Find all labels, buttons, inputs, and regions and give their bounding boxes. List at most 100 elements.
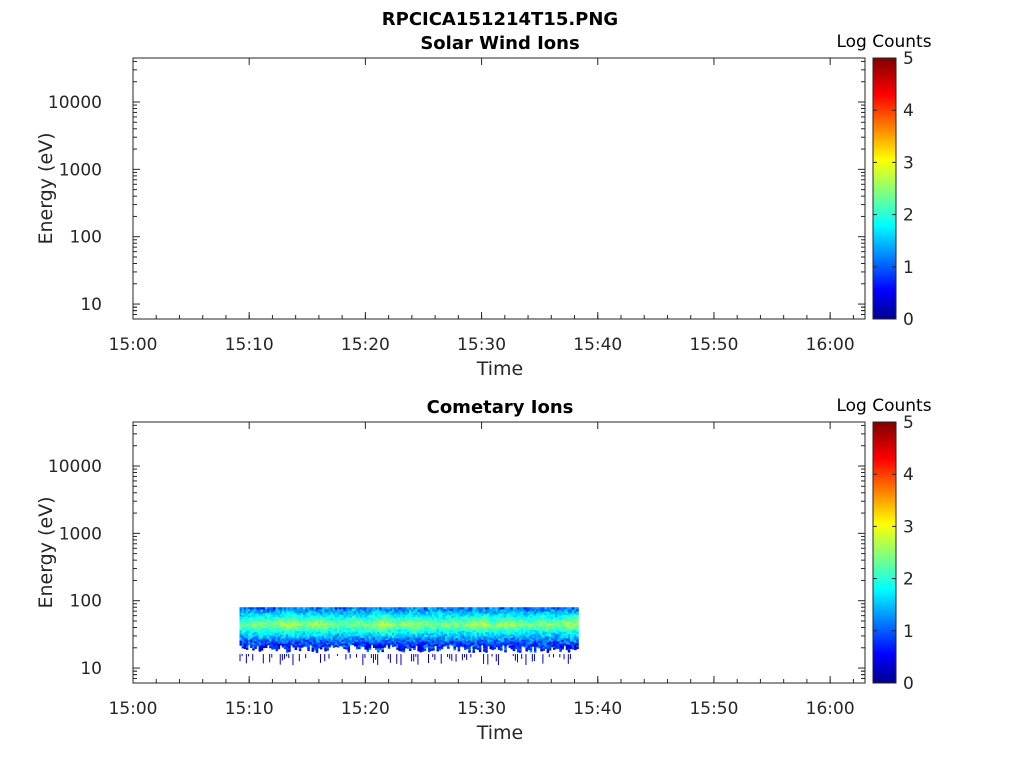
- spectrogram-cell: [478, 617, 482, 620]
- spectrogram-cell: [430, 630, 433, 634]
- spectrogram-cell: [267, 643, 270, 646]
- spectrogram-cell: [497, 645, 501, 649]
- spectrogram-cell: [379, 634, 382, 637]
- spectrogram-cell: [319, 635, 323, 639]
- spectrogram-cell: [305, 628, 308, 631]
- spectrogram-cell: [548, 630, 552, 633]
- spectrogram-cell: [322, 634, 325, 637]
- spectrogram-cell: [334, 610, 338, 613]
- spectrogram-cell: [563, 614, 567, 617]
- spectrogram-cell: [504, 607, 507, 610]
- spectrogram-cell: [480, 622, 484, 625]
- spectrogram-cell: [423, 636, 427, 640]
- spectrogram-cell: [453, 626, 456, 629]
- spectrogram-cell: [292, 643, 295, 646]
- spectrogram-cell: [341, 639, 344, 642]
- spectrogram-cell: [328, 621, 331, 624]
- spectrogram-cell: [502, 607, 505, 610]
- spectrogram-cell: [313, 648, 317, 651]
- spectrogram-cell: [544, 620, 548, 623]
- spectrogram-cell: [279, 612, 283, 615]
- spectrogram-cell: [370, 624, 374, 627]
- spectrogram-cell: [288, 609, 291, 612]
- spectrogram-cell: [345, 609, 348, 612]
- spectrogram-cell: [372, 623, 376, 626]
- spectrogram-cell: [421, 613, 425, 616]
- spectrogram-cell: [483, 621, 486, 624]
- spectrogram-cell: [360, 623, 363, 626]
- spectrogram-cell: [438, 648, 442, 651]
- spectrogram-cell: [502, 631, 505, 634]
- spectrogram-cell: [328, 612, 331, 615]
- spectrogram-cell: [470, 616, 473, 619]
- spectrogram-cell: [294, 641, 298, 645]
- spectrogram-cell: [343, 639, 346, 642]
- spectrogram-cell: [417, 639, 420, 642]
- spectrogram-cell: [510, 624, 514, 627]
- spectrogram-cell: [483, 649, 486, 652]
- spectrogram-cell: [315, 642, 319, 645]
- spectrogram-cell: [478, 627, 482, 630]
- spectrogram-cell: [428, 613, 431, 616]
- spectrogram-cell: [294, 607, 298, 610]
- spectrogram-cell: [381, 635, 384, 638]
- spectrogram-cell: [402, 645, 406, 649]
- spectrogram-cell: [281, 609, 285, 612]
- spectrogram-cell: [324, 649, 327, 652]
- spectrogram-cell: [546, 631, 550, 635]
- spectrogram-cell: [336, 632, 340, 635]
- spectrogram-cell: [294, 609, 298, 612]
- spectrogram-cell: [315, 623, 319, 627]
- spectrogram-cell: [417, 611, 420, 614]
- spectrogram-cell: [432, 648, 435, 651]
- spectrogram-cell: [476, 643, 480, 647]
- spectrogram-cell: [502, 636, 505, 639]
- spectrogram-cell: [540, 637, 543, 640]
- spectrogram-cell: [252, 615, 255, 618]
- spectrogram-cell: [576, 612, 579, 616]
- spectrogram-cell: [258, 623, 262, 626]
- spectrogram-cell: [288, 625, 291, 628]
- spectrogram-cell: [328, 645, 331, 648]
- spectrogram-cell: [464, 641, 467, 645]
- spectrogram-cell: [500, 636, 503, 639]
- spectrogram-cell: [434, 608, 437, 612]
- spectrogram-cell: [415, 622, 418, 626]
- spectrogram-cell: [319, 618, 323, 621]
- spectrogram-cell: [330, 614, 334, 617]
- spectrogram-cell: [495, 643, 499, 646]
- spectrogram-cell: [322, 607, 325, 610]
- spectrogram-cell: [347, 644, 351, 647]
- spectrogram-cell: [324, 621, 327, 624]
- spectrogram-cell: [521, 654, 523, 659]
- spectrogram-cell: [296, 627, 300, 630]
- spectrogram-cell: [514, 612, 518, 616]
- spectrogram-cell: [387, 637, 391, 640]
- spectrogram-cell: [366, 639, 370, 642]
- spectrogram-cell: [250, 645, 253, 648]
- spectrogram-cell: [292, 614, 295, 617]
- spectrogram-cell: [303, 612, 306, 615]
- spectrogram-cell: [451, 624, 454, 627]
- spectrogram-cell: [385, 608, 389, 612]
- spectrogram-cell: [569, 612, 573, 616]
- spectrogram-cell: [408, 630, 412, 634]
- spectrogram-cell: [273, 633, 276, 637]
- spectrogram-cell: [247, 643, 251, 646]
- spectrogram-cell: [533, 633, 537, 637]
- spectrogram-cell: [264, 640, 268, 643]
- spectrogram-cell: [421, 607, 425, 610]
- spectrogram-cell: [377, 650, 380, 653]
- spectrogram-cell: [351, 641, 355, 644]
- spectrogram-cell: [296, 609, 300, 612]
- spectrogram-cell: [307, 628, 310, 632]
- spectrogram-cell: [417, 609, 420, 612]
- spectrogram-cell: [303, 635, 306, 638]
- spectrogram-cell: [326, 613, 329, 616]
- spectrogram-cell: [383, 636, 387, 639]
- spectrogram-cell: [442, 612, 446, 615]
- spectrogram-cell: [313, 646, 317, 649]
- spectrogram-cell: [406, 642, 410, 646]
- colorbar-gradient: [872, 421, 897, 684]
- spectrogram-cell: [271, 635, 274, 639]
